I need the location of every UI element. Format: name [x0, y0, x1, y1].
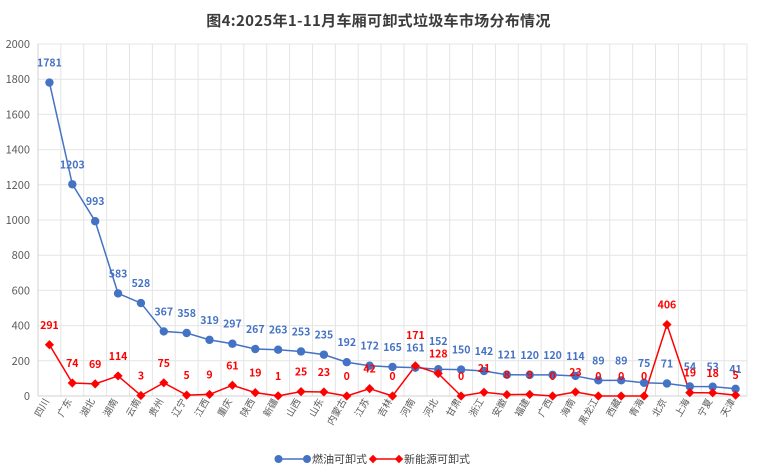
- svg-text:267: 267: [246, 322, 265, 337]
- svg-text:0: 0: [641, 369, 647, 384]
- svg-text:1400: 1400: [6, 142, 30, 158]
- svg-text:165: 165: [383, 340, 402, 355]
- svg-text:319: 319: [200, 313, 219, 328]
- svg-text:23: 23: [318, 365, 330, 380]
- svg-text:0: 0: [389, 369, 395, 384]
- svg-text:湖南: 湖南: [99, 396, 121, 419]
- svg-text:18: 18: [706, 366, 718, 381]
- svg-text:河北: 河北: [419, 395, 441, 419]
- svg-text:61: 61: [226, 358, 238, 373]
- svg-text:42: 42: [363, 362, 375, 377]
- svg-text:1200: 1200: [6, 177, 30, 193]
- svg-text:海南: 海南: [556, 396, 578, 419]
- svg-text:25: 25: [295, 365, 307, 380]
- svg-text:0: 0: [24, 388, 30, 404]
- svg-text:1203: 1203: [60, 157, 85, 172]
- svg-text:福建: 福建: [511, 395, 533, 419]
- svg-text:142: 142: [475, 344, 494, 359]
- svg-text:2000: 2000: [6, 36, 30, 52]
- svg-text:9: 9: [206, 367, 212, 382]
- svg-text:浙江: 浙江: [465, 395, 487, 419]
- svg-text:陕西: 陕西: [236, 396, 258, 419]
- svg-text:5: 5: [184, 368, 190, 383]
- svg-text:四川: 四川: [30, 396, 52, 419]
- svg-text:1: 1: [275, 369, 281, 384]
- svg-text:5: 5: [732, 368, 738, 383]
- svg-text:1800: 1800: [6, 71, 30, 87]
- svg-text:120: 120: [520, 348, 539, 363]
- svg-text:89: 89: [592, 353, 604, 368]
- svg-text:75: 75: [158, 356, 170, 371]
- svg-text:山东: 山东: [305, 395, 327, 419]
- svg-text:235: 235: [315, 328, 334, 343]
- svg-text:993: 993: [86, 194, 105, 209]
- svg-text:358: 358: [177, 306, 196, 321]
- svg-text:200: 200: [12, 353, 30, 369]
- svg-text:23: 23: [569, 365, 581, 380]
- svg-text:1781: 1781: [37, 56, 62, 71]
- svg-text:800: 800: [12, 247, 30, 263]
- svg-text:89: 89: [615, 353, 627, 368]
- svg-text:燃油可卸式: 燃油可卸式: [312, 451, 367, 467]
- svg-text:19: 19: [249, 366, 261, 381]
- svg-text:120: 120: [543, 348, 562, 363]
- svg-text:528: 528: [132, 276, 151, 291]
- svg-text:21: 21: [478, 361, 490, 376]
- svg-text:新能源可卸式: 新能源可卸式: [404, 451, 470, 467]
- svg-text:0: 0: [595, 369, 601, 384]
- svg-text:贵州: 贵州: [145, 396, 167, 419]
- svg-text:8: 8: [504, 368, 510, 383]
- svg-text:114: 114: [109, 349, 128, 364]
- svg-text:9: 9: [527, 367, 533, 382]
- svg-text:263: 263: [269, 323, 288, 338]
- svg-text:128: 128: [429, 346, 448, 361]
- svg-text:广东: 广东: [53, 395, 75, 419]
- svg-text:湖北: 湖北: [76, 395, 98, 419]
- svg-text:172: 172: [360, 339, 379, 354]
- svg-text:北京: 北京: [648, 396, 670, 419]
- svg-text:74: 74: [66, 356, 78, 371]
- svg-text:253: 253: [292, 324, 311, 339]
- svg-text:江苏: 江苏: [351, 395, 373, 419]
- svg-text:192: 192: [337, 335, 356, 350]
- svg-text:河南: 河南: [396, 396, 418, 419]
- svg-text:121: 121: [498, 348, 517, 363]
- svg-text:山西: 山西: [282, 396, 304, 419]
- svg-text:内蒙古: 内蒙古: [323, 396, 349, 428]
- svg-text:583: 583: [109, 266, 128, 281]
- svg-text:297: 297: [223, 317, 242, 332]
- svg-text:291: 291: [40, 318, 59, 333]
- svg-text:1000: 1000: [6, 212, 30, 228]
- svg-text:150: 150: [452, 343, 471, 358]
- svg-text:1600: 1600: [6, 106, 30, 122]
- svg-text:69: 69: [89, 357, 101, 372]
- svg-text:19: 19: [684, 366, 696, 381]
- svg-text:406: 406: [658, 298, 677, 313]
- svg-text:0: 0: [549, 369, 555, 384]
- svg-text:黑龙江: 黑龙江: [575, 395, 602, 427]
- svg-text:0: 0: [458, 369, 464, 384]
- svg-text:3: 3: [138, 368, 144, 383]
- svg-text:上海: 上海: [671, 395, 693, 419]
- svg-text:171: 171: [406, 328, 425, 343]
- svg-text:重庆: 重庆: [213, 395, 235, 419]
- svg-text:71: 71: [661, 357, 673, 372]
- svg-text:0: 0: [618, 369, 624, 384]
- svg-text:114: 114: [566, 349, 585, 364]
- svg-text:0: 0: [344, 369, 350, 384]
- svg-text:600: 600: [12, 282, 30, 298]
- svg-text:400: 400: [12, 318, 30, 334]
- svg-text:367: 367: [154, 304, 173, 319]
- svg-text:江西: 江西: [190, 396, 212, 419]
- svg-text:宁夏: 宁夏: [694, 395, 716, 419]
